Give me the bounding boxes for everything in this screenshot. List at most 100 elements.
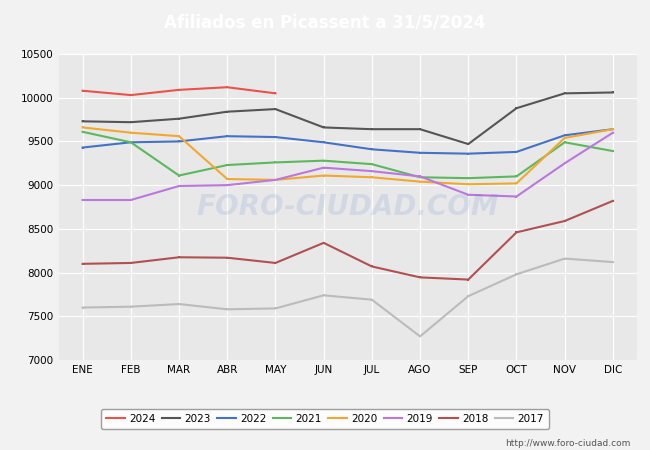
2023 [368, 126, 376, 132]
2020 [272, 177, 280, 183]
2024 [175, 87, 183, 93]
2023 [464, 141, 472, 147]
2020 [127, 130, 135, 135]
2018 [513, 230, 521, 235]
2021 [368, 162, 376, 167]
2018 [272, 260, 280, 265]
2022 [561, 133, 569, 138]
2020 [224, 176, 231, 182]
Line: 2023: 2023 [81, 91, 614, 145]
2021 [175, 173, 183, 178]
2020 [416, 179, 424, 184]
2020 [464, 181, 472, 187]
2020 [609, 126, 617, 132]
2017 [416, 334, 424, 339]
2017 [272, 306, 280, 311]
2019 [224, 182, 231, 188]
2024 [224, 85, 231, 90]
2017 [127, 304, 135, 309]
2023 [416, 126, 424, 132]
2019 [609, 130, 617, 135]
2021 [609, 148, 617, 154]
2019 [79, 197, 86, 202]
2023 [175, 116, 183, 122]
2020 [513, 181, 521, 186]
Text: FORO-CIUDAD.COM: FORO-CIUDAD.COM [196, 193, 499, 221]
2017 [464, 293, 472, 299]
Text: http://www.foro-ciudad.com: http://www.foro-ciudad.com [505, 439, 630, 448]
2018 [368, 264, 376, 269]
2022 [175, 139, 183, 144]
2018 [464, 277, 472, 282]
2024 [272, 90, 280, 96]
2018 [79, 261, 86, 266]
2018 [320, 240, 328, 246]
2019 [320, 165, 328, 171]
2017 [175, 302, 183, 307]
Legend: 2024, 2023, 2022, 2021, 2020, 2019, 2018, 2017: 2024, 2023, 2022, 2021, 2020, 2019, 2018… [101, 409, 549, 429]
2021 [127, 140, 135, 145]
2021 [320, 158, 328, 163]
2018 [416, 274, 424, 280]
2021 [513, 174, 521, 179]
2022 [513, 149, 521, 155]
Line: 2024: 2024 [81, 86, 277, 96]
Line: 2017: 2017 [81, 257, 614, 338]
Line: 2021: 2021 [81, 130, 614, 180]
2023 [561, 90, 569, 96]
2024 [79, 88, 86, 94]
2023 [609, 90, 617, 95]
2023 [320, 125, 328, 130]
2017 [368, 297, 376, 302]
Line: 2022: 2022 [81, 128, 614, 155]
Text: Afiliados en Picassent a 31/5/2024: Afiliados en Picassent a 31/5/2024 [164, 14, 486, 32]
2021 [416, 175, 424, 180]
2022 [464, 151, 472, 156]
2019 [416, 174, 424, 179]
2021 [79, 129, 86, 135]
2019 [464, 192, 472, 198]
Line: 2018: 2018 [81, 199, 614, 281]
2021 [464, 176, 472, 181]
2017 [79, 305, 86, 310]
2018 [127, 260, 135, 265]
2019 [175, 183, 183, 189]
2023 [79, 119, 86, 124]
2018 [175, 255, 183, 260]
2023 [513, 105, 521, 111]
2022 [609, 126, 617, 132]
2020 [175, 134, 183, 139]
2017 [513, 272, 521, 277]
2020 [561, 135, 569, 141]
Line: 2019: 2019 [81, 131, 614, 202]
2022 [416, 150, 424, 156]
2023 [224, 109, 231, 114]
2022 [127, 140, 135, 145]
2022 [368, 147, 376, 152]
2023 [272, 106, 280, 112]
2018 [609, 198, 617, 203]
2019 [513, 194, 521, 199]
2022 [272, 135, 280, 140]
2019 [272, 177, 280, 183]
2019 [561, 161, 569, 166]
2024 [127, 92, 135, 98]
Line: 2020: 2020 [81, 126, 614, 186]
2023 [127, 120, 135, 125]
2021 [272, 160, 280, 165]
2017 [609, 259, 617, 265]
2020 [79, 125, 86, 130]
2020 [320, 173, 328, 178]
2022 [79, 145, 86, 150]
2018 [224, 255, 231, 261]
2019 [127, 197, 135, 202]
2017 [561, 256, 569, 261]
2017 [320, 292, 328, 298]
2017 [224, 306, 231, 312]
2019 [368, 168, 376, 174]
2020 [368, 175, 376, 180]
2022 [224, 134, 231, 139]
2021 [561, 140, 569, 145]
2022 [320, 140, 328, 145]
2021 [224, 162, 231, 168]
